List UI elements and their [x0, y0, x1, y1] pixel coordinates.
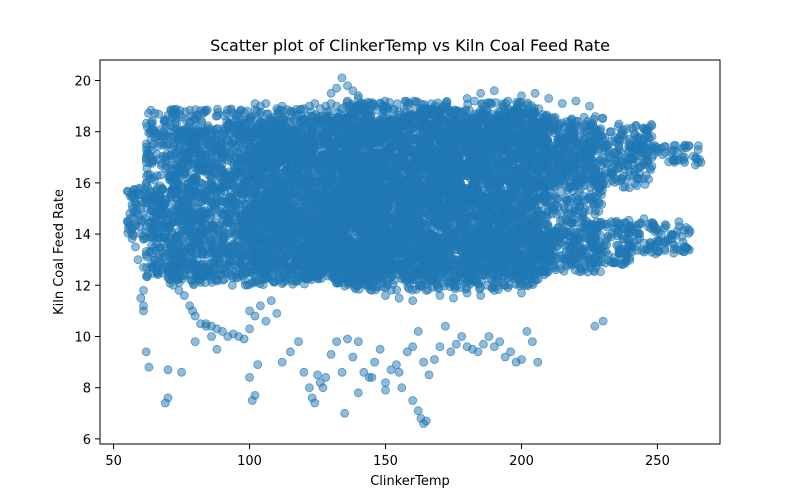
scatter-point: [217, 167, 227, 177]
scatter-point: [197, 116, 207, 126]
scatter-point: [227, 280, 237, 290]
scatter-point: [299, 279, 309, 289]
scatter-point: [228, 170, 238, 180]
scatter-point: [143, 170, 153, 179]
scatter-point: [202, 196, 212, 206]
scatter-point: [227, 250, 237, 260]
scatter-point: [201, 106, 211, 116]
scatter-point: [202, 245, 212, 255]
scatter-point: [236, 131, 246, 141]
scatter-point: [150, 108, 160, 118]
scatter-point: [231, 273, 241, 283]
scatter-point: [185, 270, 195, 280]
scatter-point: [216, 188, 226, 198]
scatter-point: [168, 263, 178, 273]
scatter-point: [288, 279, 298, 289]
scatter-point: [209, 167, 219, 177]
scatter-point: [191, 173, 201, 183]
scatter-point: [183, 161, 193, 171]
scatter-point: [255, 279, 265, 289]
scatter-points: [122, 73, 706, 428]
scatter-point: [269, 277, 279, 287]
scatter-point: [160, 116, 170, 126]
scatter-point: [197, 206, 207, 216]
scatter-point: [169, 247, 179, 257]
scatter-point: [198, 187, 208, 197]
scatter-point: [236, 123, 246, 133]
scatter-point: [208, 220, 218, 230]
scatter-point: [168, 177, 178, 187]
scatter-point: [148, 116, 157, 126]
scatter-point: [191, 105, 200, 114]
scatter-point: [147, 241, 157, 250]
scatter-point: [171, 194, 181, 204]
scatter-point: [217, 239, 227, 249]
scatter-point: [150, 175, 159, 185]
scatter-point: [217, 269, 227, 279]
scatter-point: [233, 110, 243, 119]
scatter-point: [225, 178, 235, 188]
scatter-point: [231, 201, 241, 211]
scatter-point: [209, 258, 219, 268]
scatter-point: [189, 278, 198, 288]
scatter-point: [224, 260, 234, 270]
scatter-point: [189, 136, 199, 146]
scatter-point: [204, 271, 214, 281]
scatter-point: [166, 150, 176, 160]
scatter-point: [186, 242, 196, 252]
scatter-point: [197, 152, 207, 162]
scatter-point: [216, 174, 226, 184]
scatter-point: [158, 252, 168, 262]
scatter-point: [237, 243, 247, 253]
scatter-point: [224, 214, 234, 224]
scatter-point: [206, 179, 216, 189]
scatter-point: [184, 143, 194, 153]
scatter-point: [182, 152, 192, 162]
scatter-point: [198, 165, 208, 175]
scatter-point: [218, 224, 228, 233]
scatter-point: [218, 129, 228, 139]
scatter-point: [213, 111, 222, 121]
scatter-point: [180, 168, 190, 178]
scatter-point: [171, 170, 180, 179]
scatter-point: [175, 106, 185, 115]
scatter-point: [154, 138, 164, 148]
chart-title: Scatter plot of ClinkerTemp vs Kiln Coal…: [210, 36, 610, 55]
scatter-point: [185, 258, 195, 268]
scatter-point: [152, 149, 162, 159]
scatter-point: [223, 155, 233, 165]
scatter-point: [179, 225, 188, 235]
scatter-point: [195, 267, 205, 277]
scatter-point: [141, 271, 151, 281]
scatter-point: [222, 108, 232, 118]
scatter-point: [166, 160, 176, 170]
scatter-point: [189, 228, 199, 238]
